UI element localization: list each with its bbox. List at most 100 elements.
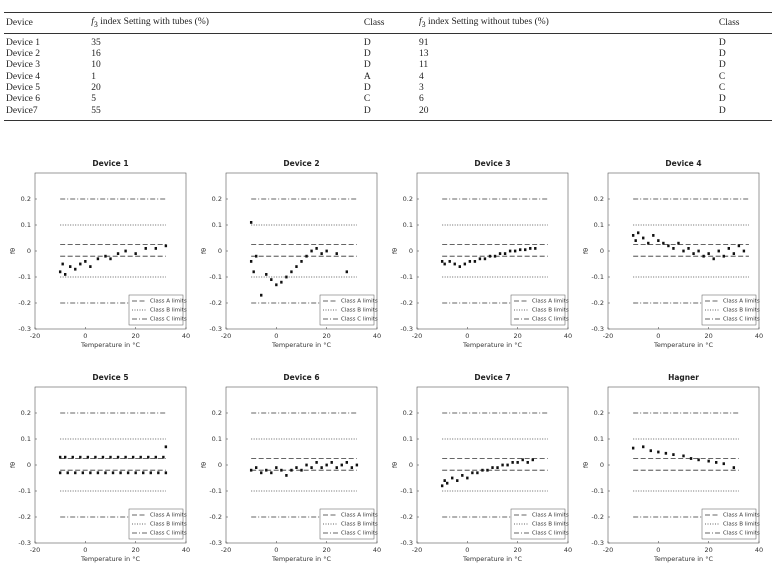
data-point bbox=[468, 260, 472, 263]
legend-label: Class A limits bbox=[723, 513, 760, 519]
x-axis-label: Temperature in °C bbox=[653, 341, 713, 349]
x-tick-label: -20 bbox=[221, 332, 232, 340]
y-tick-label: 0.1 bbox=[403, 435, 413, 443]
chart-title: Hagner bbox=[668, 373, 699, 382]
data-point bbox=[265, 468, 268, 472]
x-tick-label: 20 bbox=[514, 546, 522, 554]
data-point bbox=[689, 457, 693, 460]
data-point bbox=[642, 445, 645, 449]
data-point bbox=[647, 241, 650, 245]
x-tick-label: 20 bbox=[705, 546, 713, 554]
data-point bbox=[702, 254, 705, 258]
data-point bbox=[71, 455, 74, 459]
y-tick-label: -0.3 bbox=[591, 325, 604, 333]
header-text: index Setting with tubes (%) bbox=[100, 17, 209, 27]
legend-box bbox=[701, 508, 757, 540]
table-cell: 10 bbox=[91, 60, 101, 71]
data-point bbox=[516, 461, 519, 464]
y-tick-label: -0.2 bbox=[400, 299, 413, 307]
subscript: 3 bbox=[93, 19, 98, 29]
data-point bbox=[154, 455, 157, 459]
data-point bbox=[649, 449, 652, 453]
data-point bbox=[157, 471, 160, 475]
table-cell: Device 2 bbox=[6, 49, 41, 60]
subscript: 3 bbox=[421, 19, 426, 29]
data-point bbox=[715, 461, 718, 464]
data-point bbox=[116, 455, 120, 459]
data-point bbox=[280, 468, 283, 472]
table-cell: D bbox=[718, 105, 726, 116]
header-text: index Setting without tubes (%) bbox=[427, 17, 549, 27]
legend-label: Class B limits bbox=[341, 522, 378, 528]
y-axis-label: fθ bbox=[582, 462, 590, 468]
x-tick-label: -20 bbox=[603, 332, 614, 340]
y-tick-label: 0 bbox=[27, 247, 31, 255]
data-point bbox=[345, 461, 348, 464]
data-point bbox=[496, 466, 499, 469]
data-point bbox=[652, 234, 655, 237]
x-axis-label: Temperature in °C bbox=[80, 341, 140, 349]
table-cell: 3 bbox=[419, 83, 424, 94]
data-point bbox=[687, 247, 690, 250]
y-tick-label: 0.1 bbox=[212, 221, 222, 229]
data-point bbox=[446, 481, 449, 485]
y-tick-label: -0.3 bbox=[18, 325, 31, 333]
y-tick-label: 0.2 bbox=[594, 409, 604, 417]
x-tick-label: 0 bbox=[465, 546, 469, 554]
table-row: Device7 55 D 20 D bbox=[4, 106, 772, 121]
data-point bbox=[697, 249, 700, 253]
x-axis-label: Temperature in °C bbox=[271, 555, 331, 563]
data-point bbox=[448, 260, 451, 263]
data-point bbox=[94, 455, 97, 459]
data-point bbox=[104, 471, 107, 475]
x-tick-label: 20 bbox=[514, 332, 522, 340]
data-point bbox=[131, 455, 135, 459]
y-tick-label: 0.2 bbox=[212, 195, 222, 203]
legend-label: Class A limits bbox=[150, 513, 187, 519]
data-point bbox=[692, 252, 695, 255]
data-point bbox=[255, 466, 258, 469]
data-point bbox=[58, 270, 62, 274]
legend-label: Class A limits bbox=[532, 299, 569, 305]
data-point bbox=[483, 257, 487, 261]
data-point bbox=[79, 262, 82, 266]
data-point bbox=[275, 283, 278, 287]
table-cell: 20 bbox=[91, 83, 101, 94]
y-tick-label: 0.1 bbox=[212, 435, 222, 443]
table-cell: 1 bbox=[91, 71, 96, 82]
legend-label: Class C limits bbox=[150, 531, 187, 537]
data-point bbox=[119, 471, 122, 475]
legend-label: Class A limits bbox=[341, 299, 378, 305]
x-tick-label: 0 bbox=[656, 546, 660, 554]
data-point bbox=[526, 461, 529, 464]
x-tick-label: 40 bbox=[755, 332, 763, 340]
x-axis-label: Temperature in °C bbox=[462, 341, 522, 349]
data-point bbox=[81, 471, 85, 475]
data-point bbox=[488, 254, 492, 258]
table-cell: D bbox=[718, 94, 726, 105]
column-header: f3 index Setting without tubes (%) bbox=[417, 13, 717, 34]
data-point bbox=[667, 244, 670, 248]
legend-label: Class C limits bbox=[341, 531, 378, 537]
data-point bbox=[249, 260, 253, 263]
data-point bbox=[295, 466, 298, 469]
data-point bbox=[142, 471, 145, 475]
data-point bbox=[456, 479, 459, 482]
y-tick-label: 0.1 bbox=[21, 221, 31, 229]
y-tick-label: -0.3 bbox=[209, 325, 222, 333]
table-cell: 91 bbox=[419, 37, 429, 48]
data-point bbox=[164, 445, 168, 449]
legend-label: Class C limits bbox=[723, 531, 760, 537]
data-point bbox=[682, 454, 685, 458]
data-point bbox=[501, 463, 504, 467]
x-tick-label: 0 bbox=[274, 332, 278, 340]
data-point bbox=[440, 484, 444, 488]
header-text: Class bbox=[718, 17, 740, 28]
y-tick-label: -0.3 bbox=[591, 539, 604, 547]
data-point bbox=[350, 466, 354, 469]
data-point bbox=[478, 257, 482, 261]
y-tick-label: -0.1 bbox=[591, 487, 604, 495]
symbol: f bbox=[91, 17, 94, 27]
data-point bbox=[737, 244, 741, 248]
data-point bbox=[101, 455, 105, 459]
